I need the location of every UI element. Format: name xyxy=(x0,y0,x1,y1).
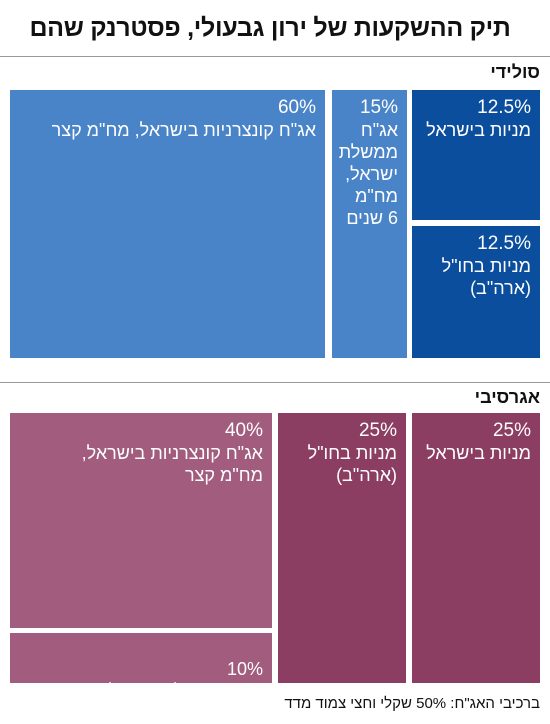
tile-solid-israel-stocks: 12.5% מניות בישראל xyxy=(412,90,540,220)
tile-aggressive-government-bonds: 10% אג"ח ממשלת ישראל, מח"מ 6 שנים xyxy=(10,633,272,723)
section-label-aggressive: אגרסיבי xyxy=(474,387,540,407)
tile-solid-government-bonds: 15% אג"ח ממשלת ישראל, מח"מ 6 שנים xyxy=(332,90,407,358)
tile-label: מניות בחו"ל (ארה"ב) xyxy=(441,256,531,298)
tile-label: מניות בישראל xyxy=(426,120,531,140)
section-divider xyxy=(0,382,550,383)
tile-aggressive-corporate-bonds: 40% אג"ח קונצרניות בישראל, מח"מ קצר xyxy=(10,413,272,628)
tile-percent: 25% xyxy=(492,420,531,441)
tile-solid-corporate-bonds: 60% אג"ח קונצרניות בישראל, מח"מ קצר xyxy=(10,90,325,358)
tile-percent: 40% xyxy=(224,420,263,441)
tile-percent: 25% xyxy=(358,420,397,441)
tile-label-gov: 10% אג"ח ממשלת ישראל, מח"מ 6 שנים xyxy=(16,636,263,724)
section-label-solid: סולידי xyxy=(490,62,540,82)
tile-label: אג"ח קונצרניות בישראל, מח"מ קצר xyxy=(51,120,316,140)
footnote: ברכיבי האג"ח: 50% שקלי וחצי צמוד מדד xyxy=(284,695,540,712)
tile-aggressive-us-stocks: 25% מניות בחו"ל (ארה"ב) xyxy=(278,413,406,683)
tile-percent: 10% xyxy=(226,659,263,679)
tile-aggressive-israel-stocks: 25% מניות בישראל xyxy=(412,413,540,683)
tile-percent: 12.5% xyxy=(477,233,531,254)
tile-solid-us-stocks: 12.5% מניות בחו"ל (ארה"ב) xyxy=(412,226,540,358)
chart-title: תיק ההשקעות של ירון גבעולי, פסטרנק שהם xyxy=(29,14,511,42)
tile-label: מניות בחו"ל (ארה"ב) xyxy=(307,443,397,485)
title-divider xyxy=(0,56,550,57)
tile-label: אג"ח ממשלת ישראל, מח"מ 6 שנים xyxy=(338,120,398,228)
tile-percent: 12.5% xyxy=(477,97,531,118)
tile-label: מניות בישראל xyxy=(426,443,531,463)
tile-percent: 15% xyxy=(359,97,398,118)
tile-label: אג"ח ממשלת ישראל, מח"מ 6 שנים xyxy=(103,681,263,723)
tile-percent: 60% xyxy=(277,97,316,118)
tile-label: אג"ח קונצרניות בישראל, מח"מ קצר xyxy=(81,443,263,485)
